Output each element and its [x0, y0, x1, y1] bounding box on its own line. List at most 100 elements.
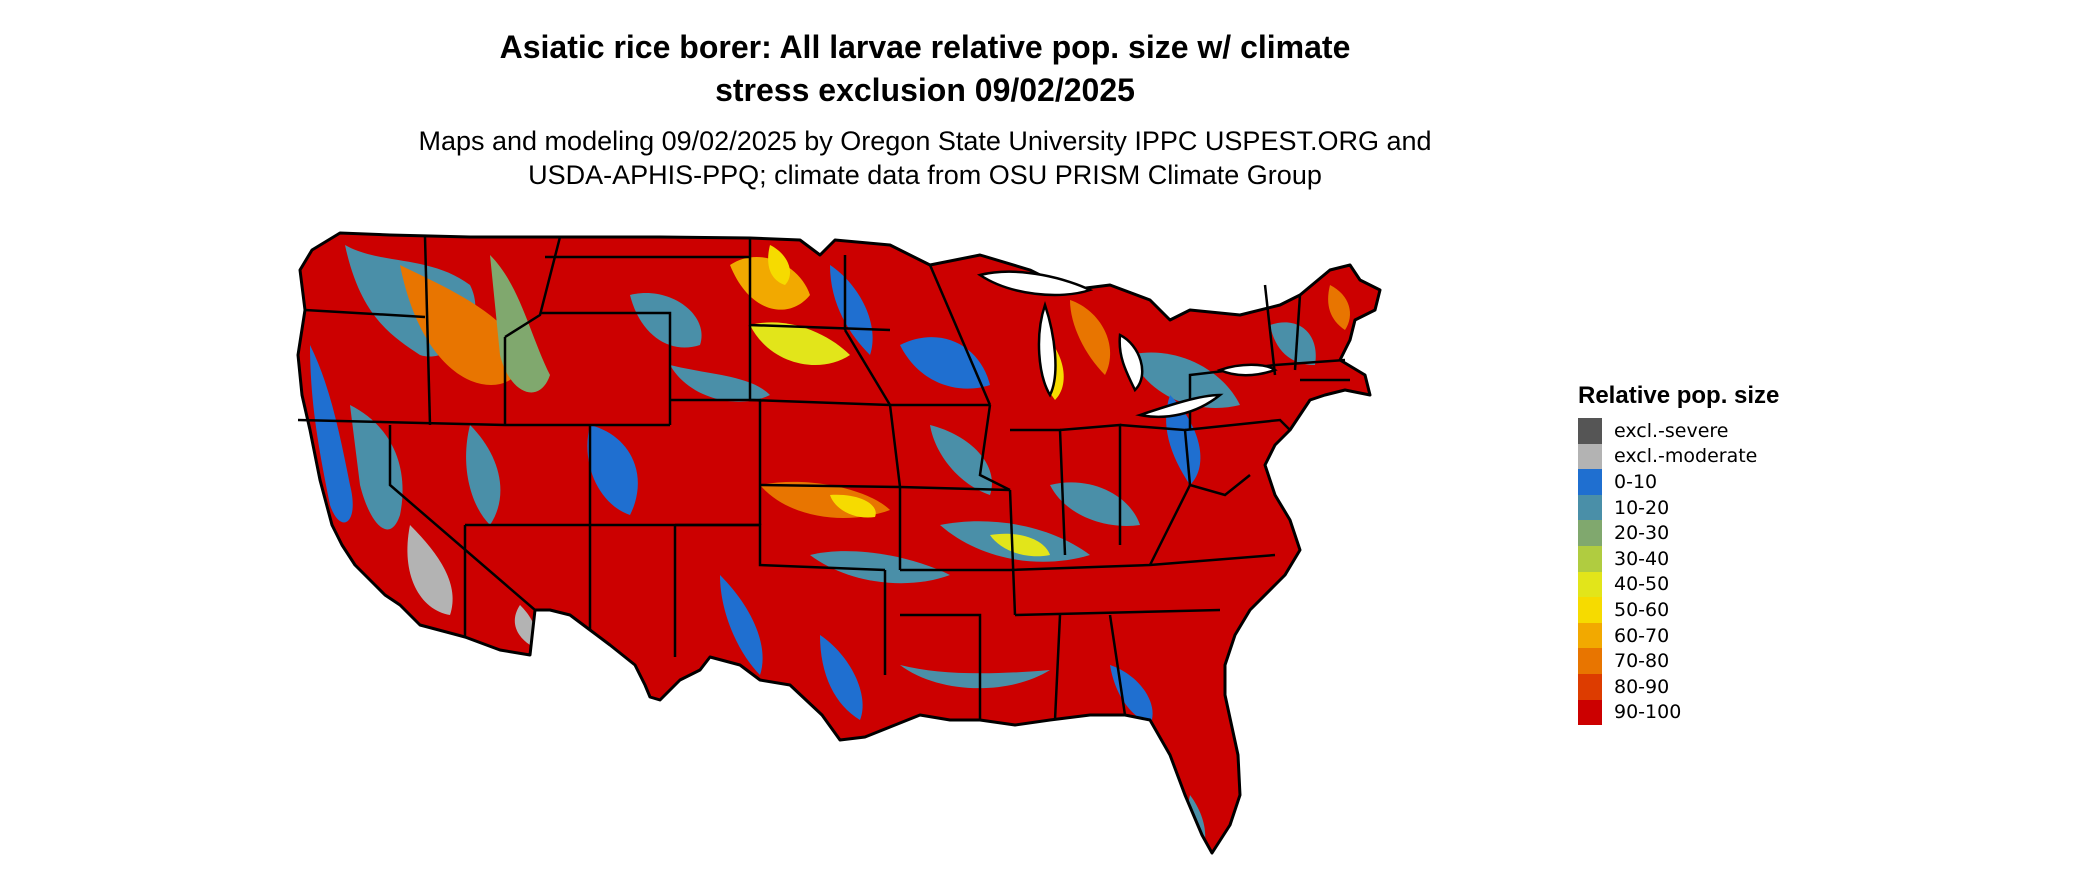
region-10-20: [779, 705, 804, 755]
region-0-10: [830, 265, 873, 355]
state-border: [978, 404, 1011, 492]
legend-item: 10-20: [1578, 494, 1878, 521]
state-border: [1053, 614, 1062, 721]
region-0-10: [310, 345, 353, 523]
region-70-80: [1070, 300, 1111, 375]
state-border: [675, 523, 886, 572]
region-40-50: [990, 533, 1050, 557]
lake-erie: [1135, 393, 1224, 419]
legend-label: 0-10: [1614, 470, 1658, 493]
region-excl-moderate: [407, 525, 453, 615]
legend-swatch: [1578, 418, 1602, 444]
legend-swatch: [1578, 622, 1602, 649]
region-40-50: [750, 322, 850, 365]
state-boundaries: [297, 236, 1350, 721]
legend-items: excl.-severe excl.-moderate 0-10 10-20 20-30…: [1578, 418, 1878, 726]
us-outline: [296, 231, 1382, 855]
state-border: [928, 264, 992, 406]
legend-label: 20-30: [1614, 522, 1670, 545]
lake-ontario: [1216, 363, 1278, 377]
state-border: [1184, 418, 1291, 432]
legend-label: 50-60: [1614, 598, 1670, 621]
state-border: [1263, 284, 1277, 376]
map-title-line-1: Asiatic rice borer: All larvae relative …: [499, 29, 1351, 65]
state-border: [423, 236, 432, 426]
legend-swatch: [1578, 545, 1602, 572]
legend-swatch: [1578, 597, 1602, 623]
legend-swatch: [1578, 520, 1602, 546]
state-border: [297, 418, 506, 427]
region-excl-moderate: [514, 605, 536, 645]
us-map-svg: [296, 231, 1382, 855]
lake-michigan: [1037, 301, 1057, 398]
legend-item: 30-40: [1578, 545, 1878, 572]
state-border: [899, 485, 1011, 492]
region-10-20: [466, 425, 501, 525]
legend-item: 0-10: [1578, 469, 1878, 495]
legend-swatch: [1578, 699, 1602, 726]
lake-huron: [1118, 333, 1144, 393]
legend-label: 60-70: [1614, 624, 1670, 647]
state-border: [1108, 614, 1127, 716]
map-subtitle: Maps and modeling 09/02/2025 by Oregon S…: [0, 124, 1850, 192]
state-border: [1293, 294, 1302, 371]
legend-item: 70-80: [1578, 648, 1878, 674]
legend-item: 50-60: [1578, 597, 1878, 623]
legend-item: excl.-moderate: [1578, 443, 1878, 470]
map-title: Asiatic rice borer: All larvae relative …: [0, 26, 1850, 112]
region-0-10: [1166, 395, 1201, 485]
legend-label: excl.-severe: [1614, 419, 1729, 442]
legend-swatch: [1578, 443, 1602, 470]
region-10-20: [1130, 352, 1240, 408]
region-0-10: [820, 635, 863, 720]
region-0-10: [720, 575, 763, 675]
legend-title: Relative pop. size: [1578, 382, 1780, 409]
region-50-60: [768, 245, 790, 285]
state-border: [1014, 608, 1221, 617]
legend-label: 70-80: [1614, 650, 1670, 673]
legend-item: excl.-severe: [1578, 418, 1878, 444]
legend-label: 90-100: [1614, 701, 1682, 724]
region-10-20: [900, 665, 1050, 689]
region-10-20: [810, 551, 950, 584]
map-subtitle-line-2: USDA-APHIS-PPQ; climate data from OSU PR…: [528, 160, 1322, 190]
region-10-20: [1050, 482, 1140, 526]
state-border: [1274, 358, 1346, 367]
state-border: [748, 325, 891, 407]
state-border: [1008, 489, 1017, 616]
legend-label: 10-20: [1614, 496, 1670, 519]
state-border: [1148, 474, 1251, 566]
state-border: [304, 308, 426, 319]
region-10-20: [350, 405, 403, 530]
legend-item: 80-90: [1578, 673, 1878, 700]
map-subtitle-line-1: Maps and modeling 09/02/2025 by Oregon S…: [418, 126, 1432, 156]
legend-label: 80-90: [1614, 675, 1670, 698]
legend-item: 40-50: [1578, 571, 1878, 598]
region-70-80: [400, 265, 522, 385]
state-border: [540, 311, 672, 425]
region-10-20: [670, 365, 770, 402]
legend-item: 20-30: [1578, 520, 1878, 546]
state-border: [388, 425, 536, 611]
legend-swatch: [1578, 469, 1602, 495]
region-10-20: [630, 293, 702, 348]
legend-swatch: [1578, 648, 1602, 674]
state-border: [504, 236, 562, 339]
legend-item: 90-100: [1578, 699, 1878, 726]
region-10-20: [1270, 322, 1316, 365]
legend-label: 30-40: [1614, 547, 1670, 570]
state-border: [759, 483, 901, 489]
us-map: [290, 225, 1550, 890]
legend-label: excl.-moderate: [1614, 445, 1758, 468]
great-lakes: [976, 270, 1278, 419]
region-10-20: [930, 425, 992, 495]
region-50-60: [830, 494, 876, 518]
legend-swatch: [1578, 571, 1602, 598]
map-fill-layer: [298, 233, 1380, 853]
legend-swatch: [1578, 494, 1602, 521]
legend-item: 60-70: [1578, 622, 1878, 649]
legend: Relative pop. size excl.-severe excl.-mod…: [1578, 380, 1878, 726]
map-title-line-2: stress exclusion 09/02/2025: [715, 72, 1135, 108]
legend-label: 40-50: [1614, 573, 1670, 596]
region-0-10: [587, 425, 638, 515]
